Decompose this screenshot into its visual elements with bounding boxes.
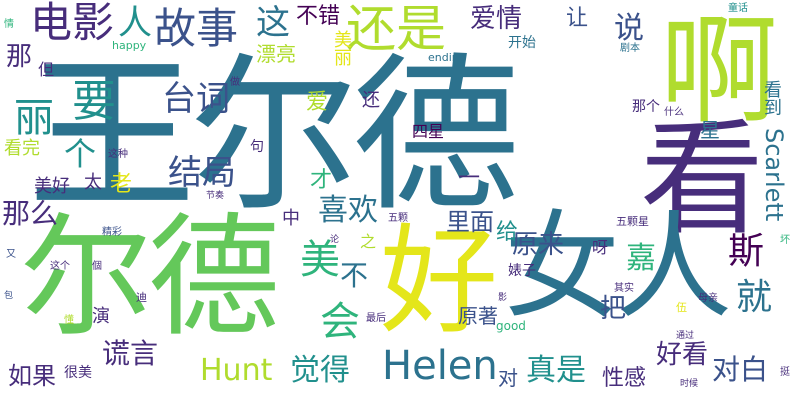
- word-kanwan: 看完: [4, 138, 40, 159]
- word-ge2: 個: [92, 261, 102, 272]
- word-zhizhong: 这种: [108, 149, 128, 160]
- word-si: 斯: [728, 231, 765, 272]
- word-wukexing: 五颗星: [616, 215, 649, 228]
- word-buchuo: 不错: [296, 4, 341, 29]
- word-hao: 好: [380, 212, 499, 350]
- word-haishi: 还是: [346, 0, 446, 58]
- word-yao: 要: [72, 76, 116, 127]
- word-xing: 星: [700, 118, 720, 142]
- word-jieju: 结局: [168, 153, 236, 193]
- word-ending: ending: [428, 51, 466, 64]
- word-wu: 五颗: [388, 213, 408, 224]
- word-ying: 影: [498, 293, 508, 303]
- word-huai: 坏: [780, 235, 790, 246]
- word-muqin: 母亲: [698, 293, 718, 304]
- word-yi: 一: [458, 166, 481, 191]
- word-ting: 挺: [780, 367, 790, 378]
- word-huangyan: 谎言: [102, 337, 159, 370]
- word-ruguo: 如果: [8, 362, 56, 390]
- word-yan: 演: [92, 306, 110, 327]
- word-ju: 句: [250, 139, 264, 155]
- word-aiqing: 爱情: [470, 4, 523, 34]
- word-dan: 但: [38, 60, 55, 79]
- word-henmei: 很美: [64, 365, 92, 381]
- word-duide: 对: [498, 366, 518, 390]
- word-xinggan: 性感: [602, 366, 647, 391]
- word-lun: 论: [330, 235, 340, 245]
- word-you: 又: [6, 249, 16, 260]
- word-helen: Helen: [382, 343, 498, 389]
- word-wangerde: 王尔德: [28, 38, 520, 234]
- word-li: 丽: [14, 95, 54, 141]
- word-hunt: Hunt: [200, 353, 273, 388]
- word-cai: 才: [310, 168, 333, 193]
- word-bao: 包: [4, 291, 14, 301]
- word-mei: 美: [300, 237, 340, 283]
- word-duibai: 对白: [712, 353, 769, 386]
- word-jiu: 就: [736, 277, 773, 318]
- word-a: 啊: [660, 2, 779, 140]
- word-gei: 给: [496, 220, 519, 245]
- word-piaoliang: 漂亮: [256, 42, 296, 66]
- word-nvren: 女人: [504, 200, 732, 335]
- word-zhege: 这个: [50, 261, 70, 272]
- word-rang: 让: [566, 6, 589, 31]
- word-erde: 尔德: [20, 201, 280, 355]
- word-zhenshi: 真是: [526, 353, 586, 388]
- word-kan: 看: [640, 108, 765, 252]
- word-zhe: 这: [256, 3, 290, 43]
- word-juede: 觉得: [290, 353, 350, 388]
- word-ai: 爱: [306, 90, 329, 115]
- word-good: good: [496, 319, 526, 333]
- word-dianying: 电影: [30, 0, 115, 47]
- word-ba: 把: [600, 294, 627, 324]
- word-qishi: 其实: [614, 283, 634, 294]
- word-wu2: 伍: [676, 301, 687, 314]
- word-shenme: 什么: [664, 107, 684, 118]
- word-juben: 剧本: [620, 43, 640, 54]
- word-shihou: 时候: [680, 379, 699, 389]
- word-di: 迪: [136, 291, 147, 304]
- word-lao: 老: [110, 172, 133, 197]
- word-ya: 呀: [592, 238, 609, 257]
- word-tongguo: 通过: [676, 331, 695, 341]
- word-tai: 太: [84, 172, 102, 193]
- word-zhi: 之: [360, 232, 377, 251]
- word-meili: 美丽: [331, 30, 352, 66]
- word-gushi: 故事: [154, 4, 239, 53]
- word-bu: 不: [340, 259, 369, 292]
- word-qing: 情: [4, 19, 14, 30]
- word-jia: 嘉: [626, 241, 656, 276]
- word-zuihou: 最后: [366, 313, 386, 324]
- word-na: 那: [6, 42, 33, 72]
- word-name: 那么: [2, 197, 59, 230]
- word-biaozi: 婊子: [508, 263, 536, 279]
- word-shuo: 说: [614, 11, 644, 46]
- word-tonghua: 童话: [728, 3, 748, 14]
- word-jingcai: 精彩: [102, 227, 122, 238]
- word-yuanzhu: 原著: [458, 304, 498, 328]
- word-taici: 台词: [162, 79, 230, 119]
- word-zuo: 做: [230, 77, 240, 88]
- word-meihao: 美好: [34, 176, 70, 197]
- word-jiejie: 节奏: [206, 191, 225, 201]
- word-ge: 个: [64, 135, 97, 173]
- word-dong: 懂: [64, 315, 74, 326]
- word-kaishi: 开始: [508, 35, 536, 51]
- word-sixing: 四星: [412, 122, 445, 141]
- word-xihuan: 喜欢: [318, 193, 378, 228]
- word-kandao: 看到: [761, 80, 782, 116]
- word-haokan: 好看: [656, 340, 709, 370]
- word-scarlett: Scarlett: [760, 128, 788, 222]
- word-hui: 会: [320, 299, 360, 345]
- word-happy: happy: [112, 39, 147, 52]
- word-zhong: 中: [282, 208, 300, 229]
- word-ren: 人: [118, 3, 152, 43]
- word-haier: 还: [362, 90, 380, 111]
- word-nage: 那个: [632, 99, 660, 115]
- word-yuanlai: 原来: [512, 230, 565, 260]
- word-limian: 里面: [446, 208, 494, 236]
